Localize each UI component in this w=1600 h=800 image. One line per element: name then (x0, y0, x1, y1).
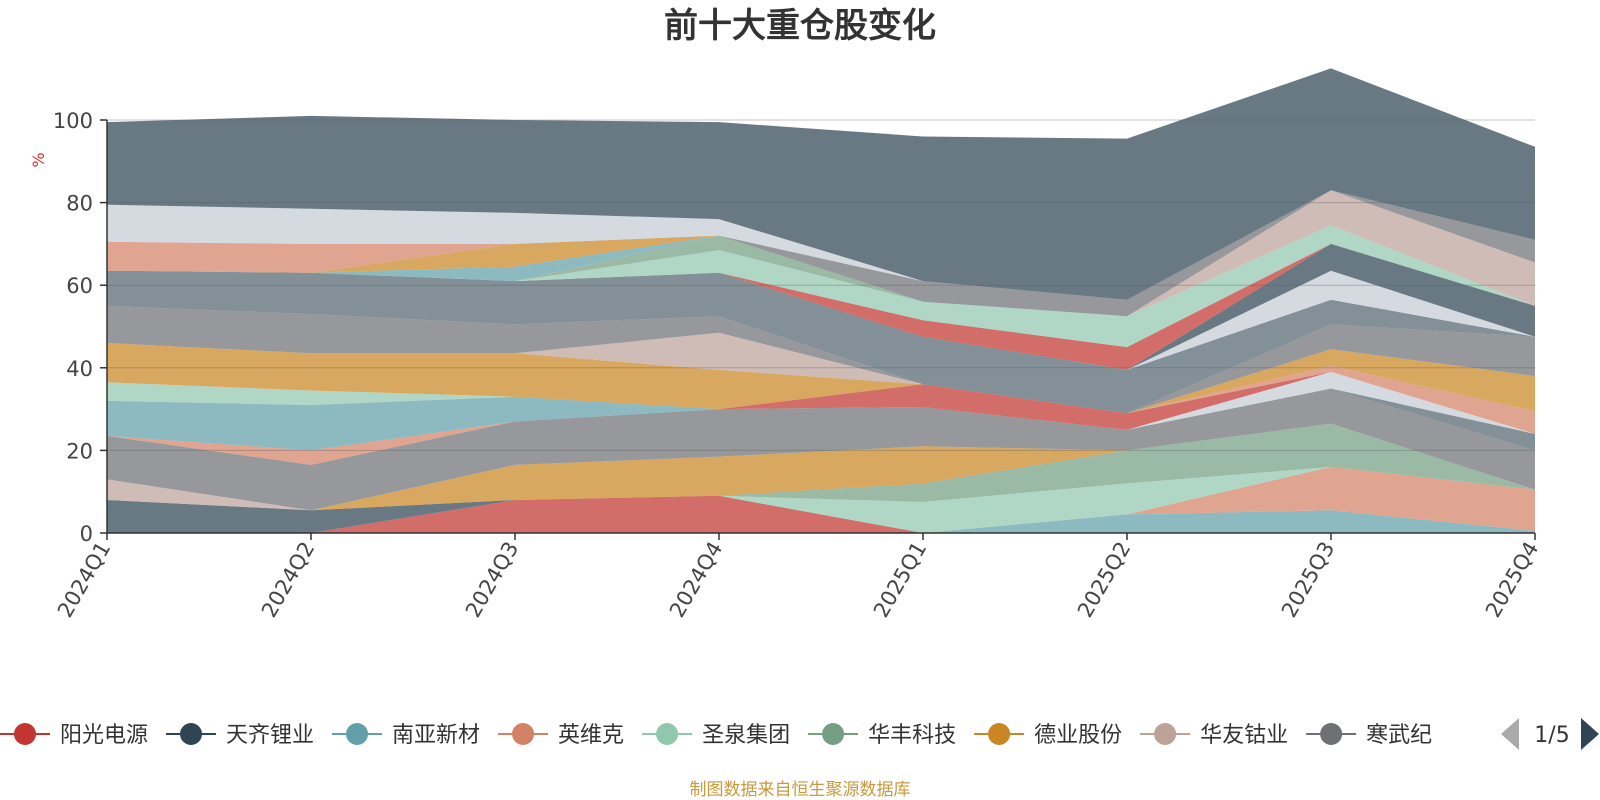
area-layers (107, 68, 1535, 533)
area-series-5 (107, 466, 1535, 533)
area-series-23 (107, 225, 1535, 348)
next-page-icon[interactable] (1581, 718, 1599, 750)
y-tick-label: 0 (80, 522, 93, 546)
legend-item[interactable]: 德业股份 (974, 723, 1122, 748)
area-series-20 (107, 270, 1535, 370)
chart-title: 前十大重仓股变化 (664, 6, 936, 46)
y-axis-unit: % (29, 152, 48, 167)
y-tick-label: 40 (66, 357, 93, 381)
legend-item[interactable]: 阳光电源 (0, 723, 148, 748)
legend-circle-marker (822, 723, 845, 745)
area-series-17 (107, 332, 1535, 414)
data-source-note: 制图数据来自恒生聚源数据库 (690, 780, 911, 800)
area-series-30 (107, 190, 1535, 300)
area-series-9 (107, 388, 1535, 511)
legend-label: 圣泉集团 (702, 723, 790, 748)
x-tick-label: 2024Q2 (257, 538, 319, 622)
legend-label: 华丰科技 (868, 723, 956, 748)
area-series-13 (107, 365, 1535, 465)
area-series-25 (107, 225, 1535, 317)
legend-label: 英维克 (558, 723, 624, 748)
legend-label: 阳光电源 (60, 723, 148, 748)
area-series-14 (107, 365, 1535, 451)
previous-page-icon[interactable] (1501, 718, 1519, 750)
legend-pager: 1/5 (1501, 718, 1599, 750)
legend-item[interactable]: 圣泉集团 (642, 723, 790, 748)
x-tick-label: 2025Q2 (1073, 538, 1135, 622)
x-tick-label: 2024Q4 (665, 538, 727, 622)
x-tick-label: 2025Q4 (1481, 538, 1543, 622)
area-series-24 (107, 225, 1535, 317)
area-series-1 (107, 495, 1535, 533)
legend-circle-marker (1154, 723, 1177, 745)
legend-circle-marker (1320, 723, 1343, 745)
area-series-4 (107, 466, 1535, 533)
area-series-6 (107, 423, 1535, 511)
area-series-26 (107, 190, 1535, 317)
x-tick-label: 2024Q1 (53, 538, 115, 622)
legend-label: 天齐锂业 (226, 723, 314, 748)
legend-label: 德业股份 (1034, 723, 1122, 748)
area-series-8 (107, 423, 1535, 511)
legend-item[interactable]: 华丰科技 (808, 723, 956, 748)
y-tick-label: 60 (66, 274, 93, 298)
legend-label: 南亚新材 (392, 723, 480, 748)
area-series-22 (107, 243, 1535, 370)
x-tick-label: 2025Q1 (869, 538, 931, 622)
legend-circle-marker (180, 723, 203, 745)
legend-item[interactable]: 寒武纪 (1306, 723, 1432, 748)
legend-item[interactable]: 华友钴业 (1140, 723, 1288, 748)
area-series-3 (107, 495, 1535, 533)
area-series-16 (107, 343, 1535, 414)
legend-item[interactable]: 天齐锂业 (166, 723, 314, 748)
area-series-31 (107, 68, 1535, 300)
y-tick-label: 100 (53, 109, 93, 133)
grid-lines (107, 119, 1535, 451)
legend-circle-marker (656, 723, 679, 745)
legend-circle-marker (346, 723, 369, 745)
y-tick-label: 80 (66, 192, 93, 216)
x-tick-label: 2024Q3 (461, 538, 523, 622)
area-series-19 (107, 270, 1535, 414)
legend[interactable]: 阳光电源 天齐锂业 南亚新材 英维克 圣泉集团 华丰科技 德业股份 华友钴业 寒武纪 1/5 (0, 718, 1599, 750)
legend-page-indicator: 1/5 (1534, 723, 1569, 748)
legend-label: 华友钴业 (1200, 723, 1288, 748)
area-series-18 (107, 305, 1535, 414)
legend-items: 阳光电源 天齐锂业 南亚新材 英维克 圣泉集团 华丰科技 德业股份 华友钴业 寒武纪 (0, 723, 1432, 748)
legend-item[interactable]: 南亚新材 (332, 723, 480, 748)
x-tick-label: 2025Q3 (1277, 538, 1339, 622)
legend-circle-marker (14, 723, 36, 745)
area-series-29 (107, 190, 1535, 300)
area-series-2 (107, 495, 1535, 533)
y-tick-label: 20 (66, 439, 93, 463)
legend-circle-marker (512, 723, 535, 745)
legend-label: 寒武纪 (1366, 723, 1432, 748)
area-series-7 (107, 423, 1535, 511)
legend-item[interactable]: 英维克 (498, 723, 624, 748)
legend-circle-marker (988, 723, 1011, 745)
